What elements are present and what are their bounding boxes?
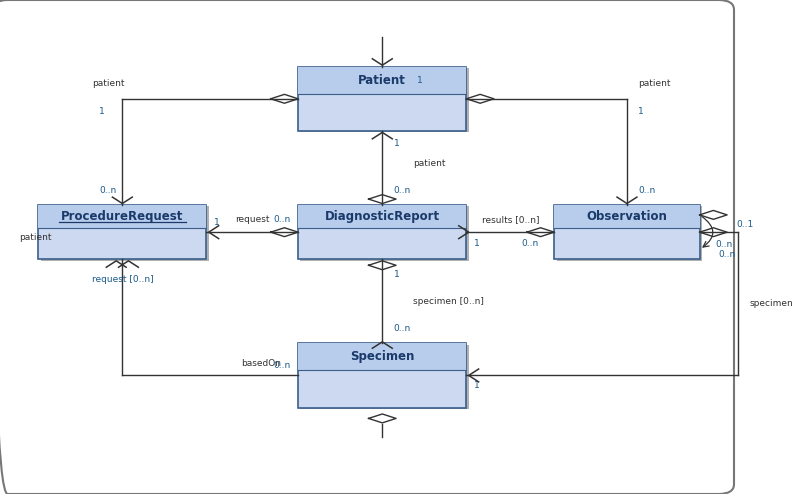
Text: 0..n: 0..n — [100, 186, 117, 195]
Text: DiagnosticReport: DiagnosticReport — [325, 210, 440, 223]
Text: 0..n: 0..n — [273, 361, 291, 370]
Bar — [300, 68, 469, 132]
Text: patient: patient — [413, 159, 446, 167]
Bar — [298, 67, 466, 131]
Text: 0..n: 0..n — [522, 239, 539, 247]
Text: 0..n: 0..n — [394, 186, 411, 195]
Text: 0..1: 0..1 — [736, 220, 754, 229]
Text: basedOn: basedOn — [241, 359, 281, 368]
Bar — [298, 205, 466, 228]
Bar — [298, 343, 466, 370]
Bar — [556, 206, 702, 261]
Text: request [0..n]: request [0..n] — [92, 275, 154, 284]
Bar — [300, 206, 469, 261]
Text: 0..n: 0..n — [719, 250, 736, 259]
Bar — [38, 205, 206, 228]
Text: Specimen: Specimen — [350, 350, 415, 363]
Text: 1: 1 — [214, 218, 220, 227]
Text: 0..n: 0..n — [273, 215, 291, 224]
Bar — [298, 67, 466, 94]
Bar — [298, 205, 466, 259]
Bar — [300, 345, 469, 409]
Text: 0..n: 0..n — [394, 324, 411, 333]
Text: specimen [0..n]: specimen [0..n] — [413, 297, 484, 306]
Bar — [298, 343, 466, 408]
Text: 0..n: 0..n — [638, 186, 656, 195]
Text: results [0..n]: results [0..n] — [482, 215, 539, 224]
Text: Patient: Patient — [358, 74, 406, 86]
Text: 1: 1 — [394, 270, 400, 279]
Text: Observation: Observation — [587, 210, 667, 223]
Bar — [41, 206, 209, 261]
Text: request: request — [235, 215, 270, 224]
Bar — [554, 205, 700, 259]
Text: 1: 1 — [474, 381, 480, 390]
Bar — [38, 205, 206, 259]
Bar — [554, 205, 700, 228]
Text: patient: patient — [92, 80, 124, 88]
Text: 1: 1 — [474, 239, 480, 247]
Text: patient: patient — [19, 233, 52, 242]
Text: 1: 1 — [416, 76, 423, 84]
Text: 1: 1 — [394, 139, 400, 148]
Text: specimen: specimen — [749, 299, 793, 308]
Text: 0..n: 0..n — [715, 240, 732, 249]
Text: 1: 1 — [100, 107, 105, 116]
Text: 1: 1 — [638, 107, 644, 116]
Text: ProcedureRequest: ProcedureRequest — [61, 210, 184, 223]
Text: patient: patient — [638, 80, 671, 88]
